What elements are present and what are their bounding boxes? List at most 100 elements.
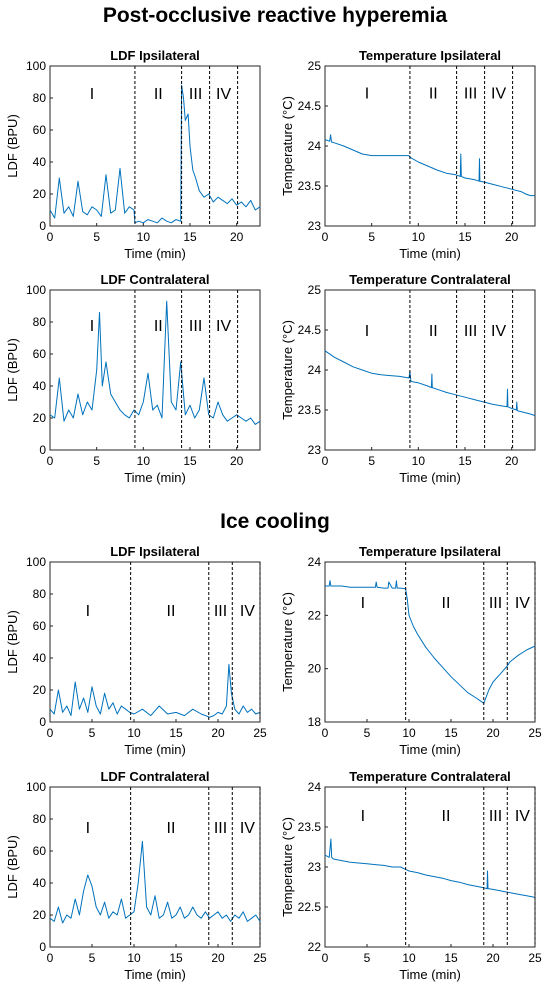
y-tick-label: 25	[308, 59, 322, 73]
y-tick-label: 80	[33, 91, 47, 105]
x-tick-label: 0	[47, 726, 54, 740]
x-tick-label: 15	[169, 726, 183, 740]
chart-title: Temperature Contralateral	[349, 272, 511, 287]
series-line	[325, 580, 536, 704]
phase-label: IV	[491, 323, 506, 340]
y-tick-label: 20	[33, 411, 47, 425]
y-tick-label: 40	[33, 379, 47, 393]
x-tick-label: 5	[368, 230, 375, 244]
plot-area	[49, 289, 261, 451]
plot-area	[324, 561, 536, 723]
x-axis-label: Time (min)	[124, 742, 186, 757]
phase-label: II	[442, 595, 451, 612]
y-tick-label: 80	[33, 587, 47, 601]
x-tick-label: 15	[183, 230, 197, 244]
y-tick-label: 0	[39, 940, 46, 954]
y-tick-label: 22	[308, 608, 322, 622]
y-tick-label: 23.5	[298, 403, 322, 417]
series-line	[49, 84, 261, 224]
phase-label: IV	[515, 595, 530, 612]
chart-title: Temperature Contralateral	[349, 769, 511, 784]
y-tick-label: 100	[26, 555, 46, 569]
x-tick-label: 15	[169, 951, 183, 965]
y-tick-label: 80	[33, 812, 47, 826]
y-tick-label: 23	[308, 860, 322, 874]
y-tick-label: 0	[39, 715, 46, 729]
x-tick-label: 25	[528, 726, 542, 740]
phase-label: II	[167, 603, 176, 620]
y-tick-label: 100	[26, 283, 46, 297]
phase-label: IV	[240, 603, 255, 620]
y-tick-label: 23	[308, 219, 322, 233]
phase-label: I	[90, 86, 94, 103]
x-tick-label: 25	[528, 951, 542, 965]
phase-label: III	[489, 595, 502, 612]
y-tick-label: 20	[33, 683, 47, 697]
y-tick-label: 24	[308, 780, 322, 794]
y-tick-label: 23.5	[298, 820, 322, 834]
x-tick-label: 5	[89, 726, 96, 740]
x-axis-label: Time (min)	[124, 470, 186, 485]
section-title-ice-cooling: Ice cooling	[220, 510, 330, 533]
phase-label: I	[365, 323, 369, 340]
x-tick-label: 20	[505, 230, 519, 244]
y-tick-label: 25	[308, 283, 322, 297]
x-tick-label: 10	[412, 454, 426, 468]
x-tick-label: 0	[322, 951, 329, 965]
y-tick-label: 40	[33, 651, 47, 665]
plot-area	[49, 786, 261, 948]
phase-label: I	[361, 595, 365, 612]
x-tick-label: 20	[211, 951, 225, 965]
y-tick-label: 100	[26, 59, 46, 73]
chart-title: LDF Contralateral	[100, 272, 209, 287]
phase-label: IV	[216, 86, 231, 103]
x-tick-label: 10	[127, 726, 141, 740]
y-axis-label: Temperature (°C)	[280, 96, 295, 196]
x-tick-label: 0	[322, 726, 329, 740]
x-tick-label: 20	[230, 230, 244, 244]
y-tick-label: 18	[308, 715, 322, 729]
plot-area	[324, 65, 536, 227]
x-tick-label: 10	[137, 230, 151, 244]
phase-label: III	[489, 808, 502, 825]
phase-label: II	[154, 86, 163, 103]
x-axis-label: Time (min)	[399, 470, 461, 485]
x-axis-label: Time (min)	[399, 742, 461, 757]
phase-label: I	[86, 820, 90, 837]
plot-area	[49, 561, 261, 723]
phase-label: IV	[240, 820, 255, 837]
x-tick-label: 15	[183, 454, 197, 468]
phase-label: II	[442, 808, 451, 825]
phase-label: III	[214, 603, 227, 620]
y-tick-label: 100	[26, 780, 46, 794]
y-tick-label: 20	[33, 908, 47, 922]
x-tick-label: 5	[93, 230, 100, 244]
x-tick-label: 15	[458, 230, 472, 244]
series-line	[49, 663, 261, 718]
x-tick-label: 15	[458, 454, 472, 468]
y-tick-label: 24	[308, 363, 322, 377]
y-tick-label: 40	[33, 155, 47, 169]
x-tick-label: 0	[47, 951, 54, 965]
series-line	[324, 134, 535, 197]
phase-label: III	[189, 86, 202, 103]
phase-label: I	[90, 318, 94, 335]
x-axis-label: Time (min)	[124, 967, 186, 982]
phase-label: I	[86, 603, 90, 620]
x-tick-label: 20	[486, 726, 500, 740]
x-tick-label: 15	[444, 726, 458, 740]
y-axis-label: LDF (BPU)	[5, 338, 20, 402]
y-tick-label: 24.5	[298, 323, 322, 337]
series-line	[49, 840, 261, 924]
x-tick-label: 0	[322, 454, 329, 468]
x-tick-label: 10	[137, 454, 151, 468]
y-tick-label: 0	[39, 219, 46, 233]
phase-label: II	[167, 820, 176, 837]
series-line	[324, 350, 536, 417]
phase-label: III	[464, 85, 477, 102]
